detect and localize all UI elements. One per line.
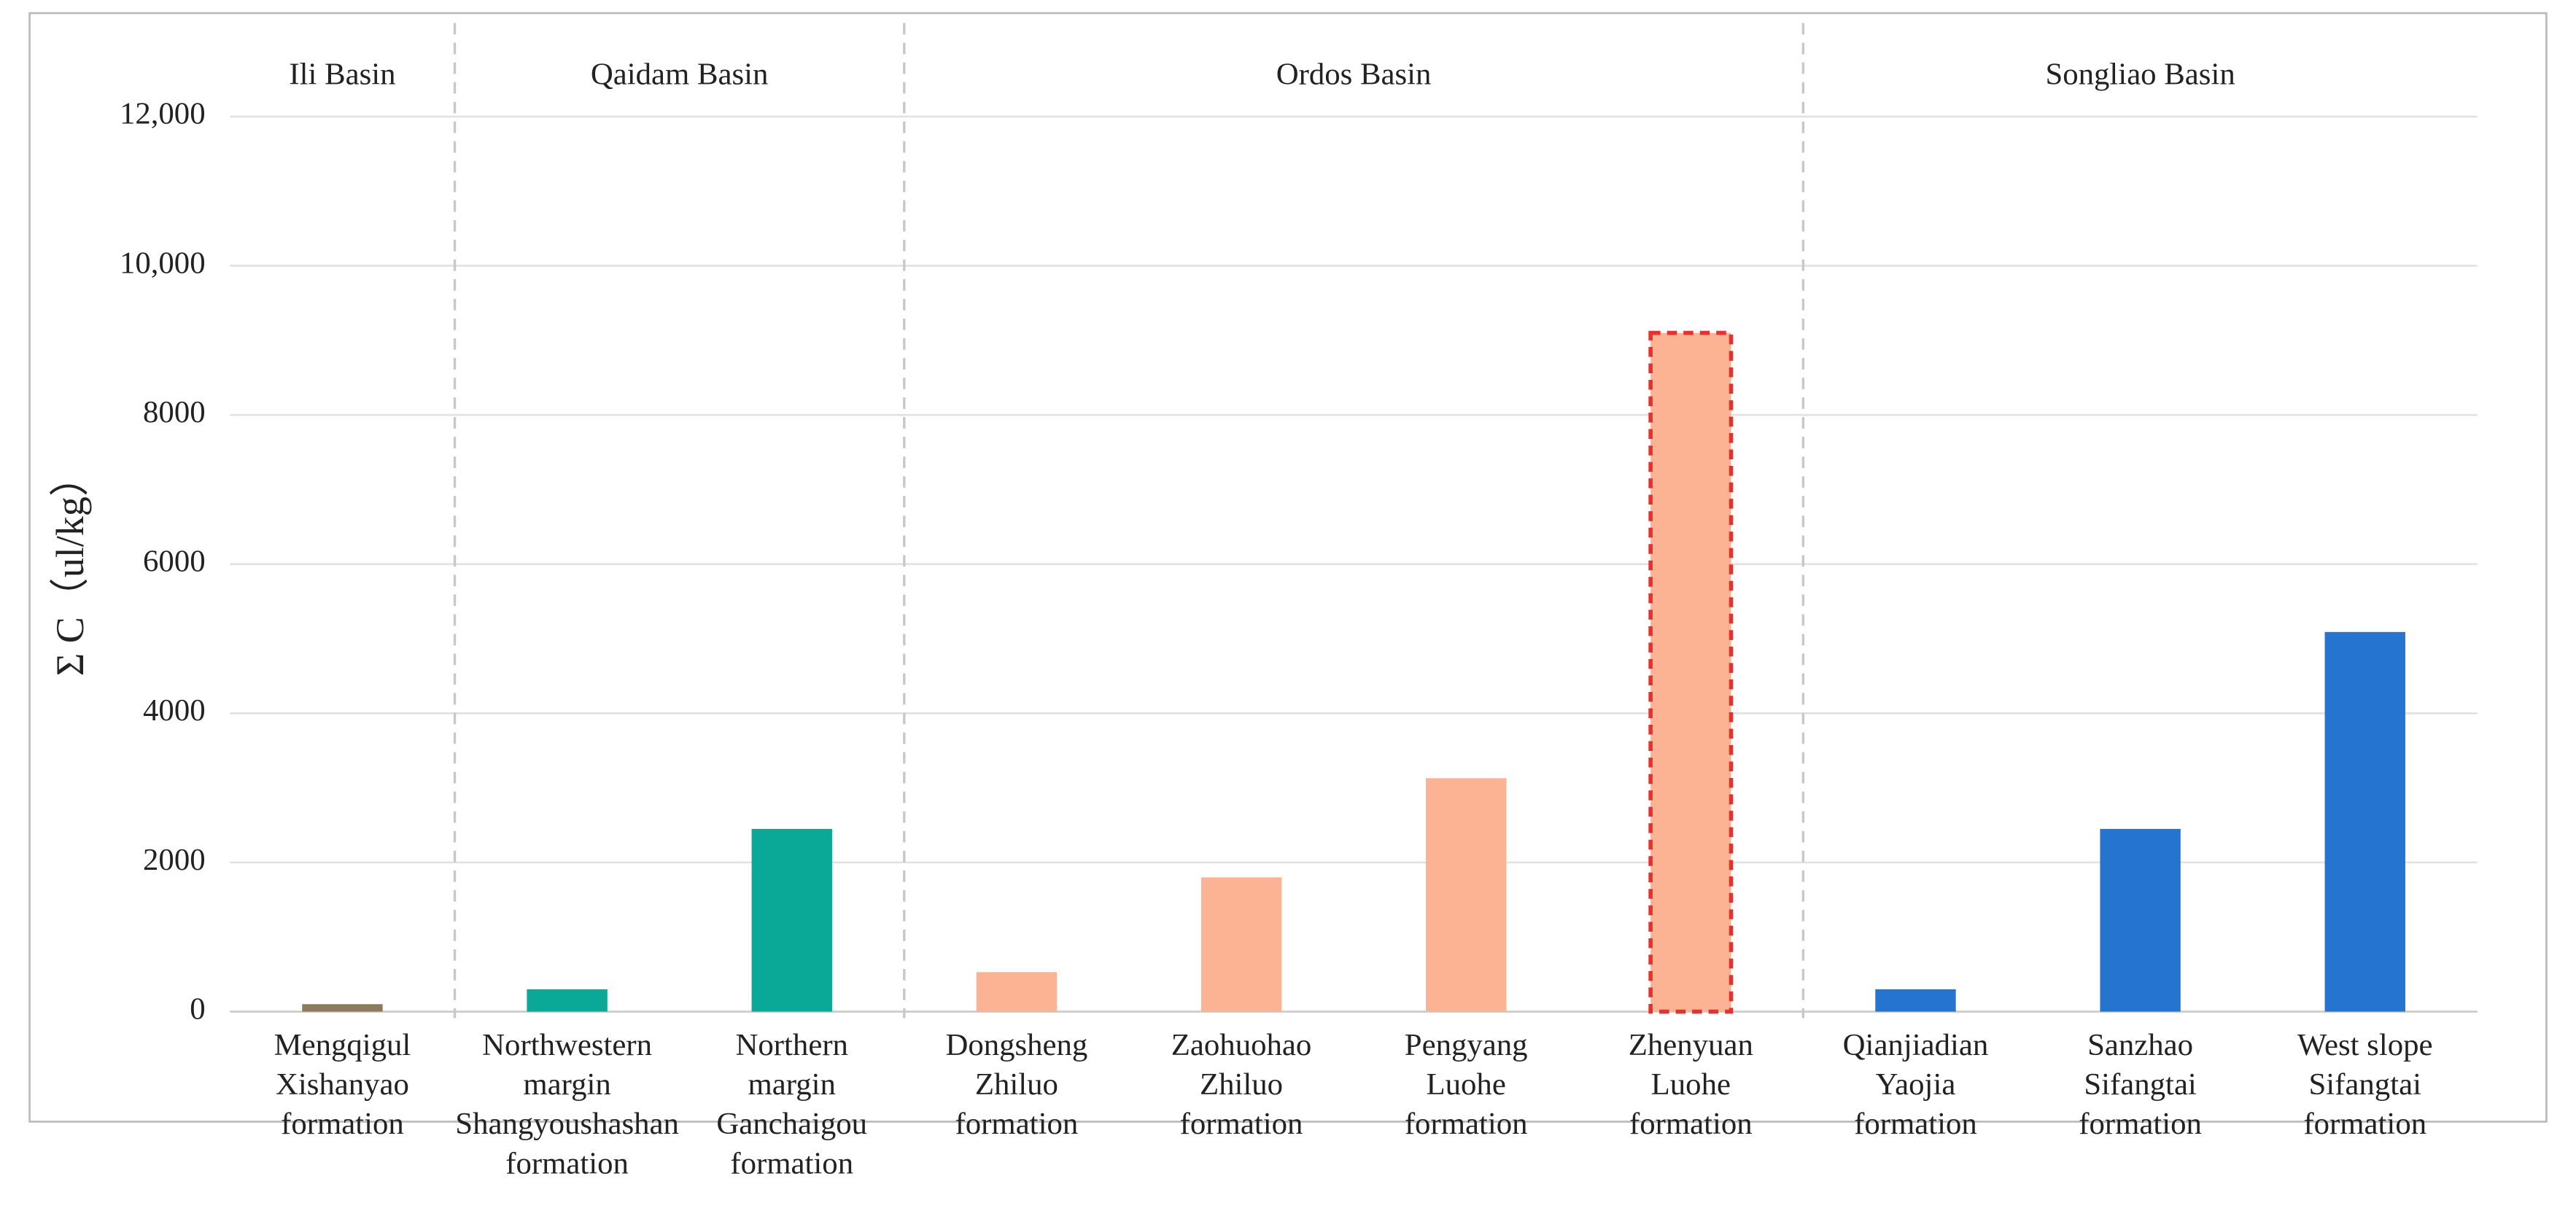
x-tick-label-line: Zhiluo — [975, 1067, 1058, 1102]
x-tick-label: Northwestern margin Shangyoushashan formati… — [455, 1028, 679, 1180]
x-tick-label-line: Yaojia — [1876, 1067, 1956, 1102]
bar — [976, 972, 1058, 1012]
x-tick-label-line: Sifangtai — [2309, 1067, 2422, 1102]
x-tick-label-line: Zhenyuan — [1629, 1028, 1753, 1062]
x-tick-label-line: formation — [1180, 1107, 1303, 1141]
x-tick-label-line: Ganchaigou — [716, 1107, 867, 1141]
bar — [1200, 877, 1282, 1012]
x-tick-label: Zhenyuan Luohe formation — [1629, 1028, 1753, 1141]
x-tick-label-line: formation — [1629, 1107, 1753, 1141]
y-tick-label: 6000 — [143, 545, 206, 579]
x-tick-label: Northern margin Ganchaigou formation — [716, 1028, 867, 1180]
y-tick-label: 12,000 — [120, 97, 206, 131]
x-tick-label-line: formation — [730, 1146, 853, 1180]
x-tick-label-line: Northwestern — [482, 1028, 652, 1062]
bar — [751, 828, 832, 1012]
x-tick-label-line: Dongsheng — [945, 1028, 1087, 1062]
x-tick-label-line: Northern — [736, 1028, 848, 1062]
group-label: Ordos Basin — [1276, 58, 1432, 92]
bar — [527, 989, 608, 1012]
x-tick-label-line: formation — [1405, 1107, 1528, 1141]
x-tick-label-line: West slope — [2297, 1028, 2432, 1062]
x-tick-label-line: Zhiluo — [1200, 1067, 1283, 1102]
x-tick-label-line: formation — [281, 1107, 404, 1141]
x-tick-label-line: formation — [2079, 1107, 2202, 1141]
bar — [1648, 330, 1734, 1014]
y-axis-label: Σ C（ul/kg） — [48, 457, 92, 676]
y-tick-label: 10,000 — [120, 246, 206, 280]
y-tick-label: 8000 — [143, 395, 206, 429]
bar — [1425, 778, 1507, 1012]
group-label: Ili Basin — [289, 58, 395, 92]
bar — [2100, 828, 2181, 1012]
x-tick-label-line: Luohe — [1651, 1067, 1731, 1102]
x-tick-label: Sanzhao Sifangtai formation — [2079, 1028, 2202, 1141]
y-tick-label: 0 — [190, 992, 205, 1026]
x-tick-label: Qianjiadian Yaojia formation — [1843, 1028, 1989, 1141]
y-tick-label: 2000 — [143, 843, 206, 877]
x-tick-label-line: formation — [1854, 1107, 1977, 1141]
x-tick-label-line: Luohe — [1427, 1067, 1506, 1102]
x-tick-label: Pengyang Luohe formation — [1405, 1028, 1528, 1141]
bar — [2324, 631, 2405, 1012]
x-tick-label-line: Qianjiadian — [1843, 1028, 1989, 1062]
x-tick-label-line: margin — [748, 1067, 836, 1102]
x-tick-label-line: formation — [2303, 1107, 2426, 1141]
x-tick-label-line: Sanzhao — [2087, 1028, 2193, 1062]
frame — [28, 12, 2548, 1123]
x-tick-label-line: Xishanyao — [276, 1067, 409, 1102]
x-tick-label: Zaohuohao Zhiluo formation — [1171, 1028, 1311, 1141]
group-label: Qaidam Basin — [591, 58, 769, 92]
x-tick-label-line: Pengyang — [1405, 1028, 1528, 1062]
x-tick-label: Mengqigul Xishanyao formation — [274, 1028, 411, 1141]
bar — [1875, 989, 1956, 1012]
x-tick-label-line: Shangyoushashan — [455, 1107, 679, 1141]
x-tick-label-line: formation — [505, 1146, 629, 1180]
x-tick-label-line: formation — [955, 1107, 1079, 1141]
x-tick-label: West slope Sifangtai formation — [2297, 1028, 2432, 1141]
x-tick-label-line: Mengqigul — [274, 1028, 411, 1062]
y-tick-label: 4000 — [143, 693, 206, 728]
x-tick-label: Dongsheng Zhiluo formation — [945, 1028, 1087, 1141]
x-tick-label-line: Zaohuohao — [1171, 1028, 1311, 1062]
bar — [302, 1004, 383, 1012]
x-tick-label-line: margin — [523, 1067, 610, 1102]
x-tick-label-line: Sifangtai — [2084, 1067, 2197, 1102]
group-label: Songliao Basin — [2045, 58, 2235, 92]
